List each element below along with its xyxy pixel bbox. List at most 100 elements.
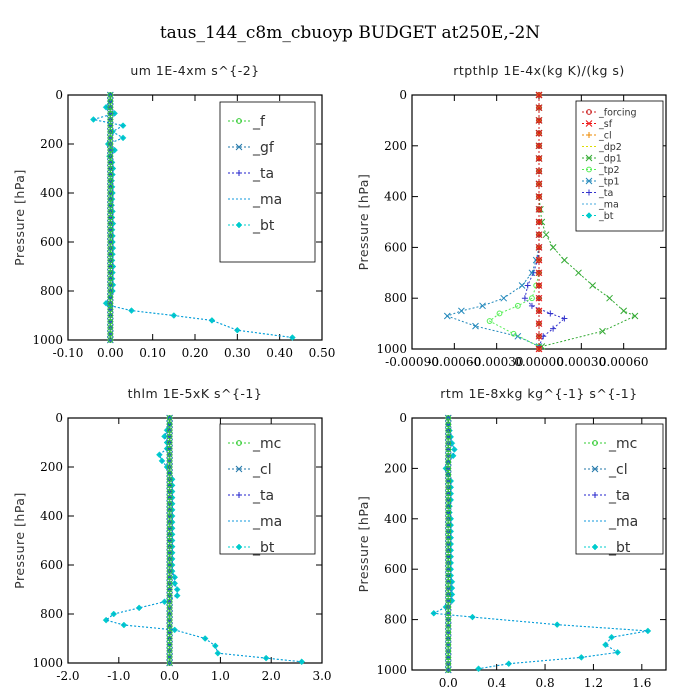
data-point: [171, 580, 179, 587]
x-tick-label: -0.10: [53, 346, 84, 360]
data-point: [166, 592, 173, 599]
legend-label: _dp1: [598, 154, 622, 165]
x-tick-label: 0.0: [160, 669, 179, 683]
data-point: [107, 98, 114, 105]
data-point: [620, 307, 628, 315]
data-point: [166, 470, 173, 477]
data-point: [443, 312, 451, 320]
data-point: [445, 478, 452, 484]
x-tick-label: -0.00030: [470, 355, 524, 369]
x-tick-label: 0.4: [487, 676, 506, 690]
data-point: [166, 531, 173, 538]
legend-box: [575, 423, 664, 555]
y-tick-label: 400: [40, 509, 63, 523]
data-point: [472, 322, 479, 330]
data-point: [166, 525, 173, 532]
data-point: [536, 206, 542, 213]
data-point: [166, 641, 173, 648]
legend-label: _ta: [608, 488, 630, 504]
legend-marker: [585, 177, 593, 185]
panel-um: um 1E-4xm s^{-2} Pressure [hPa] 0 200 400 600…: [12, 63, 335, 360]
data-point: [550, 325, 557, 332]
data-point: [445, 490, 452, 497]
x-tick-label: 1.6: [632, 676, 651, 690]
series-line: [105, 418, 302, 663]
y-tick-label: 200: [384, 139, 407, 153]
series-line: [524, 95, 566, 347]
panel-title: um 1E-4xm s^{-2}: [130, 63, 259, 78]
legend-label: _mc: [252, 436, 281, 452]
data-point: [166, 660, 173, 666]
legend-label: _cl: [608, 462, 628, 478]
data-point: [166, 629, 173, 636]
data-point: [107, 159, 114, 166]
data-point: [536, 333, 542, 340]
y-tick-label: 600: [40, 558, 63, 572]
data-point: [107, 312, 114, 319]
data-point: [536, 308, 542, 314]
data-point: [107, 92, 114, 98]
series-forcing: [536, 92, 542, 352]
data-point: [107, 177, 114, 184]
data-point: [445, 415, 452, 421]
data-point: [166, 611, 173, 617]
legend-label: _f: [252, 114, 266, 130]
data-point: [107, 110, 114, 117]
panel-rtm: rtm 1E-8xkg kg^{-1} s^{-1} Pressure [hPa]…: [356, 386, 667, 690]
data-point: [107, 263, 114, 270]
data-point: [536, 257, 542, 264]
y-tick-label: 0: [399, 411, 407, 425]
data-point: [166, 568, 173, 575]
series-line: [445, 95, 540, 347]
data-point: [107, 330, 114, 337]
x-tick-label: 0.0: [439, 676, 458, 690]
panel-title: rtpthlp 1E-4x(kg K)/(kg s): [453, 63, 625, 78]
y-tick-label: 0: [55, 411, 63, 425]
y-tick-label: 800: [40, 284, 63, 298]
data-point: [166, 598, 173, 605]
data-point: [166, 506, 173, 513]
y-tick-label: 200: [40, 137, 63, 151]
legend-label: _forcing: [598, 108, 637, 119]
figure-title: taus_144_c8m_cbuoyp BUDGET at250E,-2N: [160, 23, 540, 43]
data-point: [536, 282, 542, 289]
x-tick-label: -0.00060: [427, 355, 481, 369]
data-point: [166, 580, 173, 587]
series-ta: [521, 92, 568, 350]
data-point: [445, 427, 452, 434]
data-point: [107, 269, 114, 276]
legend-label: _ma: [598, 200, 619, 211]
panel-rtpthlp: rtpthlp 1E-4x(kg K)/(kg s) Pressure [hPa]…: [356, 63, 667, 369]
data-point: [289, 334, 296, 341]
data-point: [445, 578, 452, 585]
data-point: [458, 307, 465, 315]
y-tick-label: 800: [384, 291, 407, 305]
data-point: [166, 464, 173, 470]
data-point: [445, 421, 452, 428]
legend-marker: [236, 170, 242, 176]
data-point: [528, 302, 535, 309]
x-tick-label: 0.00060: [599, 355, 649, 369]
data-point: [107, 147, 114, 154]
legend-box: [219, 101, 316, 263]
data-point: [445, 629, 452, 636]
data-point: [166, 617, 173, 624]
data-point: [542, 231, 550, 239]
data-point: [528, 269, 536, 277]
data-point: [445, 641, 452, 648]
legend-label: _mc: [608, 436, 637, 452]
legend-label: _ma: [252, 514, 282, 530]
data-point: [445, 547, 452, 554]
data-point: [445, 566, 452, 573]
data-point: [107, 165, 114, 172]
data-point: [536, 92, 542, 98]
legend-marker: [585, 212, 593, 219]
panel-title: thlm 1E-5xK s^{-1}: [128, 386, 263, 401]
y-tick-label: 1000: [376, 663, 407, 677]
y-tick-label: 600: [384, 240, 407, 254]
data-point: [524, 282, 531, 289]
data-point: [166, 427, 173, 434]
data-point: [445, 522, 452, 528]
legend: _mc _cl _ta _ma _bt: [575, 423, 664, 556]
plot-frame: [411, 417, 667, 671]
